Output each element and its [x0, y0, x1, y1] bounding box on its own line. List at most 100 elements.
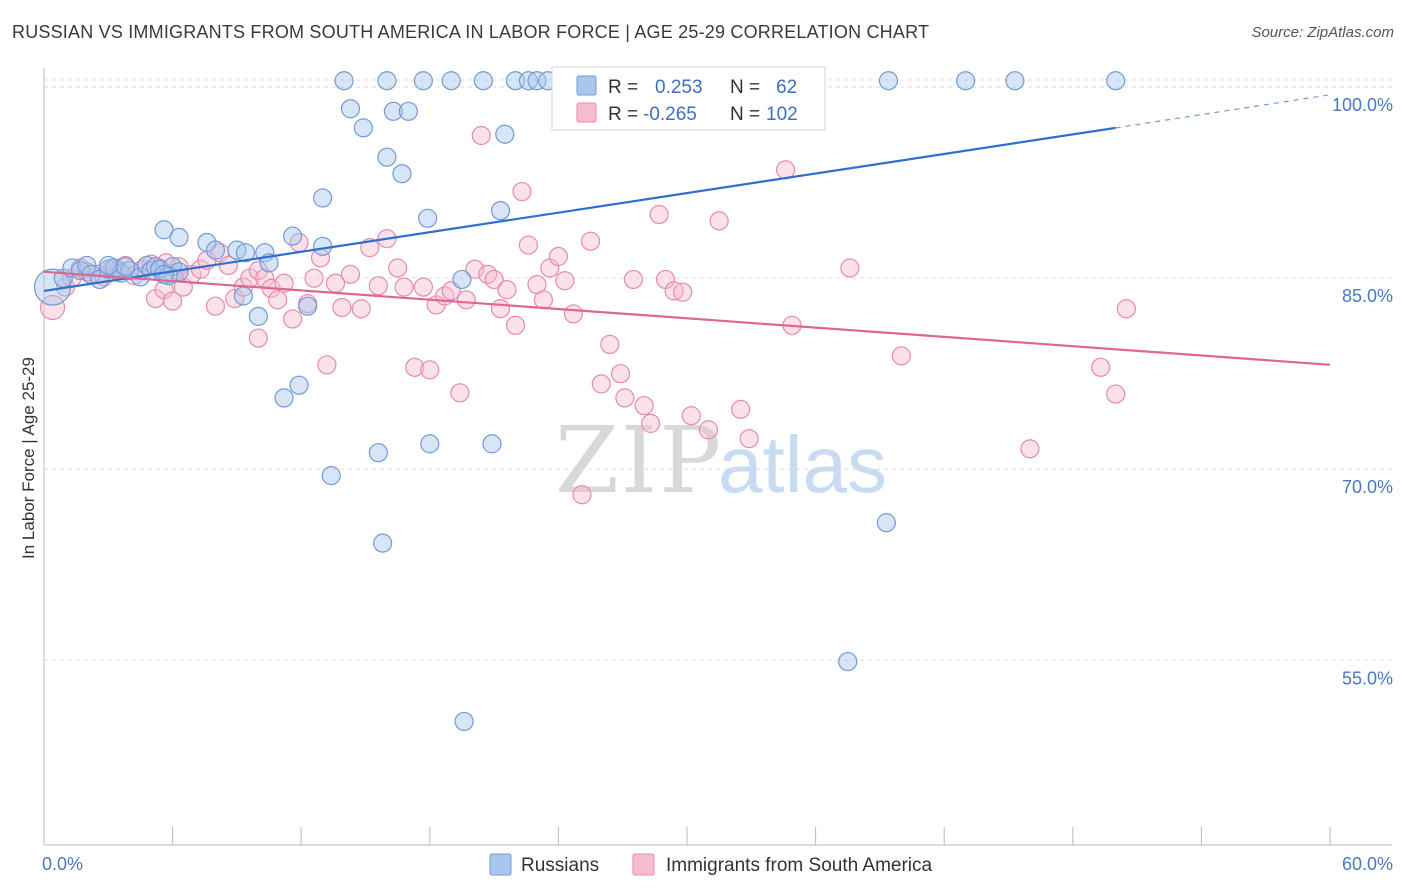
watermark-atlas: atlas — [718, 420, 887, 509]
russians-point-41 — [353, 118, 373, 138]
immigrants-point-57 — [450, 383, 470, 403]
y-tick-label-0: 55.0% — [1342, 668, 1393, 688]
russians-point-35 — [298, 296, 318, 316]
x-tick-label-0: 0.0% — [42, 854, 83, 874]
russians-point-40 — [340, 99, 361, 119]
immigrants-point-77 — [600, 334, 620, 355]
russians-point-48 — [398, 101, 418, 121]
russians-point-61 — [527, 71, 547, 91]
russians-point-43 — [373, 533, 393, 553]
immigrants-point-89 — [709, 211, 729, 231]
legend-immigrants-swatch — [632, 853, 655, 876]
russians-point-20 — [98, 255, 118, 276]
immigrants-point-0 — [39, 294, 66, 321]
russians-point-21 — [115, 257, 136, 277]
russians-point-55 — [473, 71, 493, 91]
immigrants-points — [39, 71, 1136, 505]
immigrants-point-92 — [739, 429, 759, 449]
russians-point-70 — [956, 71, 976, 91]
russians-n-value: 62 — [776, 77, 797, 98]
chart-title: RUSSIAN VS IMMIGRANTS FROM SOUTH AMERICA… — [12, 22, 930, 42]
y-tick-labels: 55.0% 70.0% 85.0% 100.0% — [1332, 95, 1393, 688]
immigrants-point-91 — [730, 399, 751, 419]
russians-point-36 — [313, 236, 333, 256]
immigrants-point-61 — [478, 264, 498, 284]
y-axis-label: In Labor Force | Age 25-29 — [19, 357, 38, 559]
immigrants-point-26 — [218, 255, 238, 276]
immigrants-point-60 — [471, 125, 491, 146]
immigrants-point-52 — [413, 277, 433, 297]
immigrants-r-label: R = — [608, 104, 638, 125]
immigrants-point-51 — [405, 357, 425, 377]
x-tick-label-1: 60.0% — [1342, 854, 1393, 874]
russians-point-30 — [248, 306, 268, 326]
immigrants-point-64 — [497, 280, 517, 300]
gridlines — [44, 79, 1392, 661]
immigrants-point-78 — [610, 364, 631, 384]
legend-immigrants-label: Immigrants from South America — [666, 855, 933, 876]
immigrants-point-76 — [591, 374, 611, 394]
immigrants-point-47 — [368, 276, 388, 296]
immigrants-point-36 — [283, 309, 303, 329]
russians-point-54 — [454, 711, 474, 732]
russians-point-49 — [413, 71, 433, 91]
russians-r-label: R = — [608, 77, 638, 98]
immigrants-point-86 — [673, 282, 693, 302]
immigrants-n-label: N = — [730, 104, 760, 125]
immigrants-point-34 — [268, 290, 288, 310]
russians-point-47 — [392, 164, 412, 184]
y-tick-label-1: 70.0% — [1342, 477, 1393, 497]
russians-point-51 — [420, 434, 440, 454]
immigrants-point-79 — [615, 388, 635, 408]
russians-point-52 — [441, 71, 461, 91]
russians-point-37 — [313, 188, 333, 208]
legend-russians-swatch — [489, 853, 512, 876]
watermark: ZIP atlas — [555, 407, 887, 514]
immigrants-n-value: 102 — [766, 104, 798, 125]
russians-point-23 — [169, 227, 189, 248]
y-tick-label-2: 85.0% — [1342, 286, 1393, 306]
immigrants-point-75 — [580, 231, 601, 251]
y-tick-label-3: 100.0% — [1332, 95, 1393, 115]
russians-trend-line — [43, 126, 1116, 292]
russians-point-72 — [1106, 71, 1126, 91]
russians-point-33 — [283, 226, 303, 246]
russians-n-label: N = — [730, 77, 760, 98]
russians-point-38 — [321, 466, 341, 486]
immigrants-trend-line — [43, 270, 1331, 366]
russians-point-68 — [838, 651, 858, 672]
immigrants-point-69 — [533, 290, 553, 310]
immigrants-point-87 — [681, 406, 701, 426]
immigrants-point-88 — [698, 420, 719, 440]
immigrants-point-41 — [317, 355, 337, 375]
russians-point-45 — [377, 71, 397, 91]
immigrants-r-value: -0.265 — [643, 104, 697, 125]
russians-point-44 — [377, 147, 397, 167]
immigrants-point-30 — [248, 260, 268, 281]
x-tick-labels: 0.0% 60.0% — [42, 854, 1393, 874]
trend-lines — [43, 94, 1331, 366]
russians-point-31 — [233, 286, 253, 306]
immigrants-point-101 — [1116, 299, 1136, 319]
russians-trend-extension — [1115, 94, 1331, 129]
immigrants-point-19 — [163, 291, 183, 311]
immigrants-point-63 — [490, 299, 511, 319]
russians-point-46 — [383, 101, 403, 121]
immigrants-swatch — [576, 102, 597, 123]
immigrants-point-24 — [205, 296, 226, 316]
russians-point-67 — [878, 71, 899, 91]
russians-r-value: 0.253 — [655, 77, 703, 98]
russians-point-69 — [876, 513, 896, 533]
immigrants-point-65 — [505, 315, 526, 335]
immigrants-point-66 — [512, 181, 532, 202]
immigrants-point-73 — [563, 304, 584, 324]
immigrants-point-45 — [351, 299, 371, 319]
russians-point-22 — [154, 220, 174, 240]
immigrants-point-58 — [456, 290, 476, 310]
series-legend: Russians Immigrants from South America — [489, 853, 933, 876]
immigrants-point-81 — [634, 395, 654, 416]
immigrants-point-98 — [1020, 439, 1040, 459]
source-credit: Source: ZipAtlas.com — [1251, 24, 1394, 41]
immigrants-point-59 — [465, 259, 485, 279]
russians-point-39 — [334, 71, 354, 91]
